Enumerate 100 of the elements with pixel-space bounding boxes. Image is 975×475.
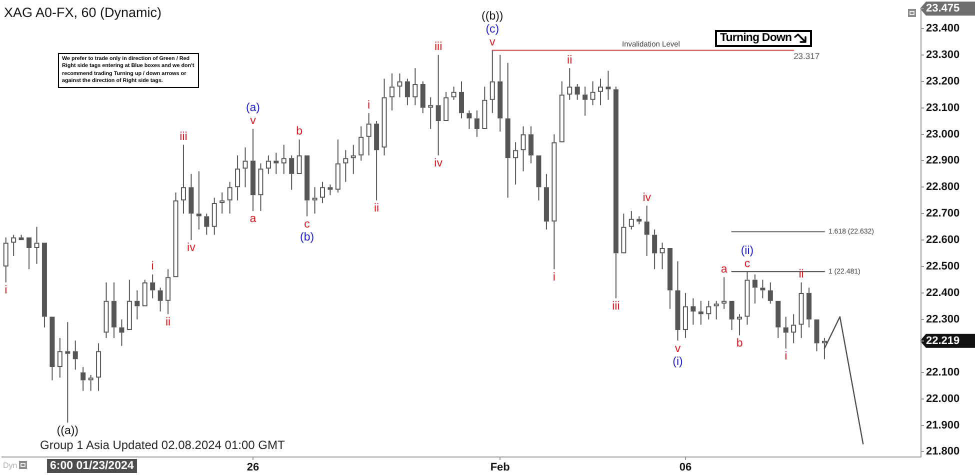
annotation: ii xyxy=(567,54,572,66)
y-tick-label: 22.300 xyxy=(926,313,960,326)
annotation: (i) xyxy=(672,356,684,368)
candlestick xyxy=(436,54,441,156)
candlestick xyxy=(212,198,217,235)
y-tick-label: 23.300 xyxy=(926,48,960,61)
candlestick xyxy=(296,140,302,174)
annotation: ii xyxy=(798,268,804,281)
annotation: a xyxy=(720,263,728,276)
annotation: v xyxy=(490,36,496,49)
candlestick xyxy=(698,300,704,325)
candlestick xyxy=(389,73,394,110)
y-tick-label: 22.700 xyxy=(926,208,960,220)
data-label: 23.317 xyxy=(794,50,820,61)
y-tick-label: 22.900 xyxy=(926,154,960,167)
annotation: Group 1 Asia Updated 02.08.2024 01:00 GMT xyxy=(40,438,285,452)
chart-title: XAG A0-FX, 60 (Dynamic) xyxy=(4,5,162,21)
annotation: (ii) xyxy=(740,244,754,257)
candlestick xyxy=(343,150,348,182)
annotation: iii xyxy=(612,300,620,312)
candlestick xyxy=(374,121,380,200)
candlestick xyxy=(366,113,372,156)
candlestick xyxy=(798,282,804,338)
annotation: b xyxy=(736,337,743,350)
annotation: a xyxy=(250,213,257,226)
candlestick xyxy=(404,78,410,106)
y-tick-label: 22.600 xyxy=(926,234,960,246)
candlestick xyxy=(428,97,434,129)
candlestick xyxy=(791,314,796,344)
annotation: iii xyxy=(434,41,442,54)
annotation: Turning Down xyxy=(720,32,792,45)
annotation: iv xyxy=(434,158,443,170)
candlestick xyxy=(513,142,518,185)
candlestick xyxy=(250,128,256,211)
annotation: c xyxy=(744,258,750,270)
candlestick xyxy=(204,214,210,235)
candlestick xyxy=(3,237,8,282)
candlestick xyxy=(281,144,286,174)
candlestick xyxy=(451,86,456,100)
candlestick xyxy=(528,126,534,164)
y-tick-label: 22.219 xyxy=(926,334,960,347)
annotation: i xyxy=(552,271,556,284)
candlestick xyxy=(188,174,194,240)
x-tick-label: 06 xyxy=(679,462,692,474)
candlestick xyxy=(621,214,626,254)
candlestick xyxy=(675,261,680,341)
annotation: (a) xyxy=(246,102,260,114)
candlestick xyxy=(706,300,712,320)
candlestick xyxy=(126,280,132,330)
candlestick xyxy=(328,184,333,196)
candlestick xyxy=(444,92,449,122)
candlestick xyxy=(490,50,495,114)
candlestick xyxy=(668,248,673,309)
candlestick xyxy=(227,182,232,214)
candlestick xyxy=(242,147,248,188)
candlestick xyxy=(420,81,426,114)
candlestick xyxy=(628,210,634,230)
annotation: c xyxy=(304,218,310,230)
candlestick xyxy=(266,155,271,174)
candlestick xyxy=(505,62,510,198)
candlestick xyxy=(567,68,572,100)
candlestick xyxy=(814,319,820,352)
annotation: v xyxy=(250,115,256,128)
annotation: ((b)) xyxy=(482,10,504,23)
annotation: iv xyxy=(187,242,196,254)
annotation: v xyxy=(674,342,681,355)
candlestick xyxy=(18,234,24,240)
candlestick xyxy=(26,237,32,270)
y-tick-label: 23.400 xyxy=(926,22,960,34)
annotation: i xyxy=(151,260,154,273)
candlestick xyxy=(258,163,264,211)
annotation: i xyxy=(784,350,788,363)
annotation: (b) xyxy=(300,231,314,244)
candlestick xyxy=(536,155,542,200)
candlestick xyxy=(498,54,503,132)
candlestick xyxy=(806,288,812,328)
candlestick xyxy=(459,81,464,118)
candlestick xyxy=(104,282,109,338)
candlestick xyxy=(80,367,86,391)
candlestick xyxy=(180,144,186,214)
annotation: i xyxy=(4,284,8,297)
candlestick xyxy=(65,322,70,423)
annotation: ii xyxy=(374,202,380,215)
candlestick xyxy=(776,300,781,338)
candlestick xyxy=(142,280,148,306)
candlestick xyxy=(304,155,310,216)
candlestick xyxy=(552,134,557,270)
candlestick xyxy=(737,314,742,336)
candlestick xyxy=(752,274,758,304)
text: 6:00 01/23/2024 xyxy=(50,460,134,472)
candlestick xyxy=(119,319,124,346)
y-tick-label: 23.000 xyxy=(926,128,960,140)
candlestick xyxy=(335,140,340,192)
y-tick-label: 21.900 xyxy=(926,419,960,432)
candlestick xyxy=(274,152,279,174)
candlestick xyxy=(690,298,696,325)
candlestick xyxy=(312,187,318,214)
candlestick xyxy=(760,280,766,298)
candlestick xyxy=(397,73,402,98)
y-tick-label: 22.000 xyxy=(926,392,960,405)
